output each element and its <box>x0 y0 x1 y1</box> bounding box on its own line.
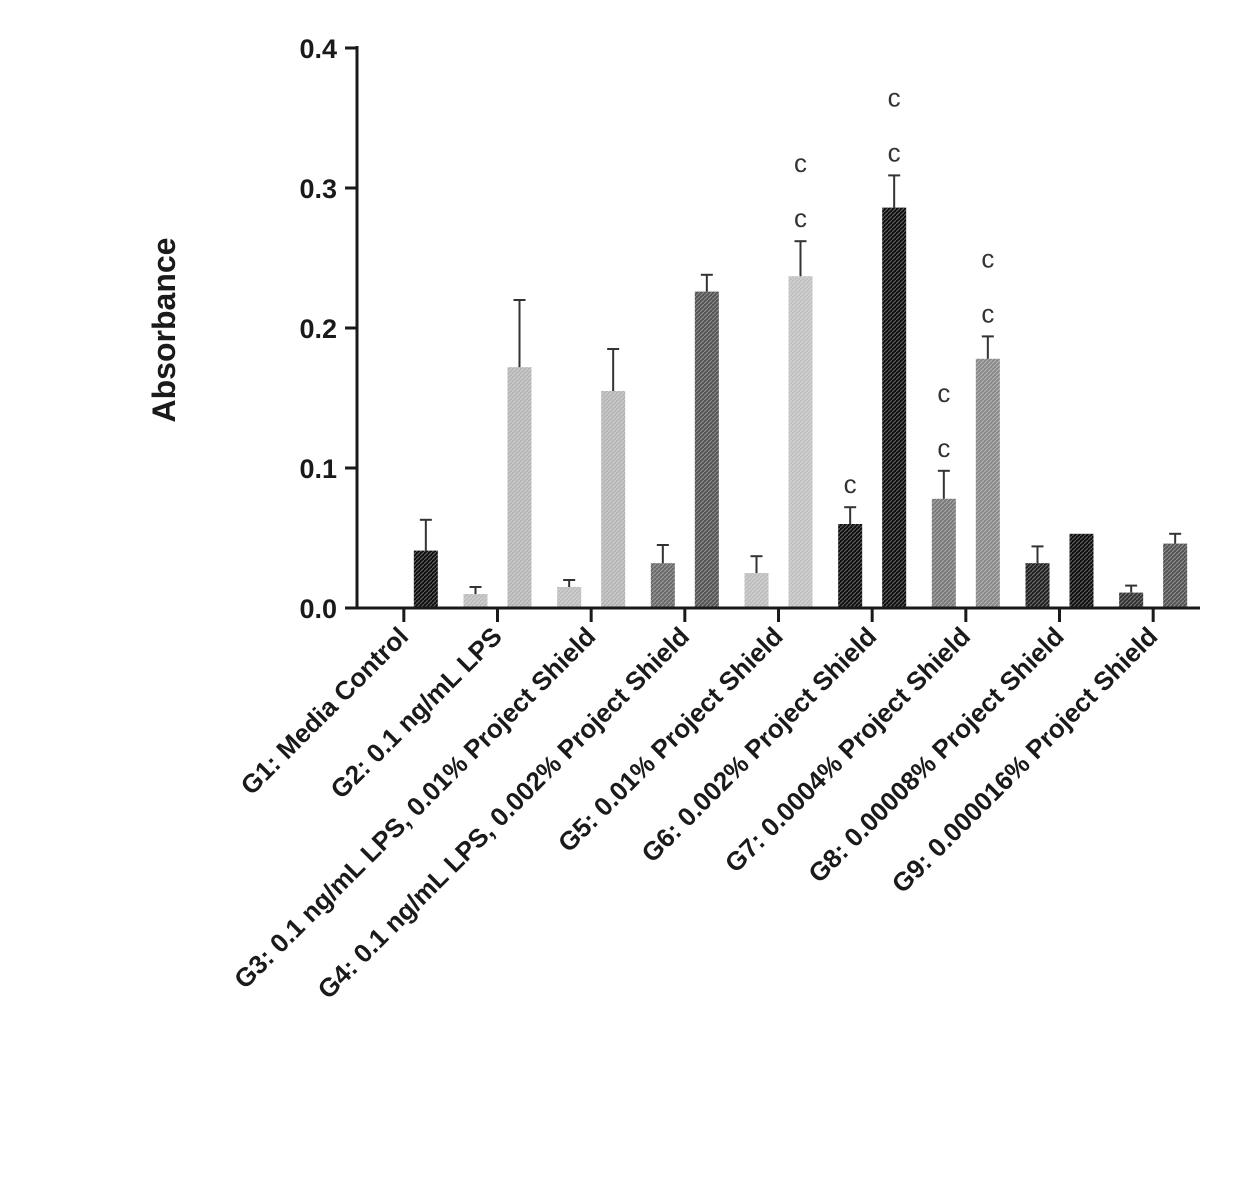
bar-texture <box>882 207 907 608</box>
bar-texture <box>601 391 626 608</box>
bar-texture <box>975 358 1000 608</box>
significance-label: c <box>888 137 901 167</box>
bar-texture <box>838 524 863 608</box>
x-tick-label: G3: 0.1 ng/mL LPS, 0.01% Project Shield <box>228 621 601 994</box>
bar-texture <box>413 550 438 608</box>
bar-texture <box>1119 592 1144 608</box>
y-axis: 0.0 0.1 0.2 0.3 0.4 <box>299 34 359 624</box>
bar-texture <box>650 563 675 608</box>
bar-texture <box>931 498 956 608</box>
bar-texture <box>694 291 719 608</box>
y-tick-label: 0.4 <box>299 34 337 64</box>
y-tick-label: 0.1 <box>299 454 337 484</box>
y-tick-label: 0.0 <box>299 594 337 624</box>
x-tick-label: G1: Media Control <box>235 621 415 801</box>
bar-texture <box>1163 543 1188 608</box>
y-tick-label: 0.2 <box>299 314 337 344</box>
significance-label: c <box>937 433 950 463</box>
bar-texture <box>788 276 813 608</box>
significance-label: c <box>844 469 857 499</box>
bar-texture <box>1025 563 1050 608</box>
significance-label: c <box>981 298 994 328</box>
significance-label: c <box>937 378 950 408</box>
significance-label: c <box>981 243 994 273</box>
bar-texture <box>463 594 488 608</box>
significance-label: c <box>888 82 901 112</box>
y-tick-label: 0.3 <box>299 174 337 204</box>
bar-texture <box>507 367 532 608</box>
bar-texture <box>744 573 769 608</box>
significance-label: c <box>794 148 807 178</box>
bar-texture <box>1069 533 1094 608</box>
significance-label: c <box>794 203 807 233</box>
x-tick-label: G2: 0.1 ng/mL LPS <box>324 621 507 804</box>
y-axis-label: Absorbance <box>146 238 182 423</box>
bar-texture <box>557 587 582 608</box>
